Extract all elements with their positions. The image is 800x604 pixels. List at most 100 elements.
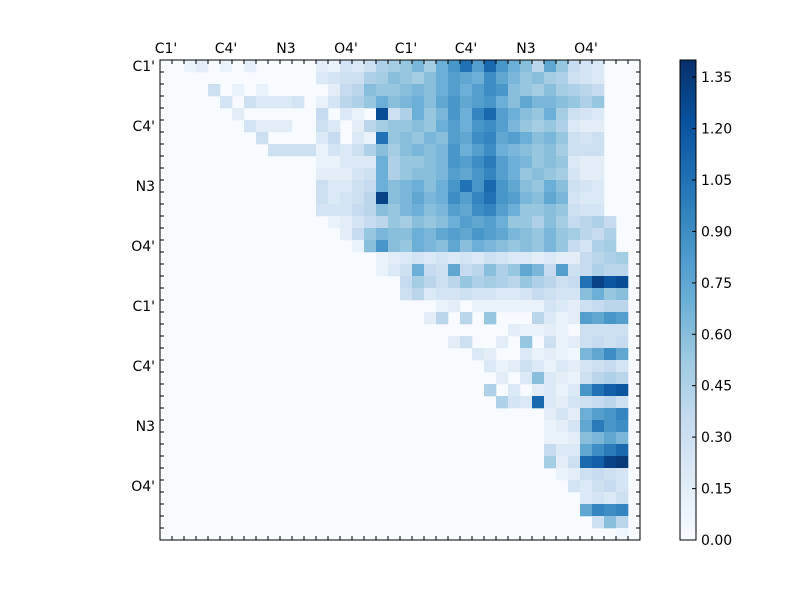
heatmap-cell	[472, 120, 485, 133]
heatmap-cell	[544, 192, 557, 205]
heatmap-cell	[340, 216, 353, 229]
heatmap-cell	[580, 228, 593, 241]
heatmap-cell	[376, 240, 389, 253]
colorbar-tick-label: 0.60	[701, 327, 732, 343]
heatmap-cell	[412, 240, 425, 253]
heatmap-cell	[592, 156, 605, 169]
heatmap-cell	[496, 300, 509, 313]
heatmap-cell	[400, 132, 413, 145]
heatmap-cell	[496, 96, 509, 109]
heatmap-cell	[484, 384, 497, 397]
heatmap-cell	[268, 120, 281, 133]
heatmap-cell	[520, 360, 533, 373]
heatmap-cell	[580, 480, 593, 493]
heatmap-cell	[448, 252, 461, 265]
heatmap-cell	[472, 84, 485, 97]
heatmap-cell	[436, 264, 449, 277]
heatmap-cell	[472, 144, 485, 157]
heatmap-cell	[568, 336, 581, 349]
heatmap-cell	[484, 228, 497, 241]
heatmap-cell	[256, 132, 269, 145]
heatmap-cell	[568, 396, 581, 409]
heatmap-cell	[364, 180, 377, 193]
heatmap-cell	[316, 72, 329, 85]
heatmap-cell	[568, 408, 581, 421]
minor-ticks	[160, 60, 640, 540]
heatmap-cell	[256, 84, 269, 97]
heatmap-cell	[484, 252, 497, 265]
heatmap-cell	[508, 108, 521, 121]
heatmap-cell	[388, 120, 401, 133]
heatmap-cell	[556, 180, 569, 193]
heatmap-cell	[460, 132, 473, 145]
heatmap-cell	[352, 84, 365, 97]
heatmap-cell	[316, 120, 329, 133]
heatmap-cell	[460, 288, 473, 301]
heatmap-cell	[556, 372, 569, 385]
heatmap-cell	[580, 156, 593, 169]
heatmap-cell	[472, 192, 485, 205]
heatmap-cell	[556, 240, 569, 253]
heatmap-cell	[364, 132, 377, 145]
heatmap-cell	[592, 336, 605, 349]
heatmap-cell	[364, 228, 377, 241]
heatmap-cell	[592, 216, 605, 229]
heatmap-cell	[352, 108, 365, 121]
heatmap-cell	[364, 60, 377, 73]
heatmap-cell	[604, 264, 617, 277]
heatmap-cell	[556, 96, 569, 109]
heatmap-cell	[352, 60, 365, 73]
heatmap-cell	[508, 132, 521, 145]
heatmap-cell	[496, 360, 509, 373]
heatmap-cell	[532, 180, 545, 193]
heatmap-cell	[592, 192, 605, 205]
heatmap-cell	[328, 168, 341, 181]
heatmap-cell	[568, 276, 581, 289]
heatmap-cell	[568, 300, 581, 313]
heatmap-cell	[508, 396, 521, 409]
heatmap-cell	[508, 216, 521, 229]
heatmap-cell	[568, 240, 581, 253]
heatmap-cell	[460, 60, 473, 73]
heatmap-cell	[580, 132, 593, 145]
heatmap-cell	[520, 144, 533, 157]
heatmap-cell	[592, 420, 605, 433]
heatmap-cell	[556, 132, 569, 145]
heatmap-cell	[568, 456, 581, 469]
heatmap-cell	[460, 240, 473, 253]
heatmap-cell	[592, 276, 605, 289]
heatmap-cell	[568, 360, 581, 373]
heatmap-cell	[376, 60, 389, 73]
heatmap-cell	[412, 108, 425, 121]
heatmap-cell	[436, 300, 449, 313]
heatmap-cell	[580, 492, 593, 505]
heatmap-cell	[592, 312, 605, 325]
heatmap-cell	[568, 120, 581, 133]
heatmap-cell	[592, 144, 605, 157]
colorbar-tick-label: 0.75	[701, 276, 732, 292]
colorbar-ticks: 0.00 0.15 0.30 0.45 0.60 0.75 0.90 1.05 1.20 1.35	[692, 70, 732, 549]
heatmap-cell	[448, 156, 461, 169]
heatmap-cell	[292, 96, 305, 109]
heatmap-cell	[208, 84, 221, 97]
heatmap-cell	[376, 96, 389, 109]
heatmap-cell	[352, 192, 365, 205]
heatmap-cell	[556, 120, 569, 133]
heatmap-cell	[580, 252, 593, 265]
heatmap-cell	[604, 516, 617, 529]
heatmap-cell	[388, 108, 401, 121]
heatmap-cell	[508, 264, 521, 277]
heatmap-cell	[424, 72, 437, 85]
heatmap-cell	[568, 252, 581, 265]
heatmap-cell	[364, 144, 377, 157]
heatmap-cell	[256, 120, 269, 133]
heatmap-cell	[280, 144, 293, 157]
heatmap-cell	[484, 108, 497, 121]
heatmap-cell	[400, 144, 413, 157]
heatmap-cell	[484, 240, 497, 253]
heatmap-cell	[376, 168, 389, 181]
heatmap-cell	[520, 96, 533, 109]
heatmap-cell	[448, 300, 461, 313]
heatmap-cell	[544, 360, 557, 373]
heatmap-cell	[388, 60, 401, 73]
